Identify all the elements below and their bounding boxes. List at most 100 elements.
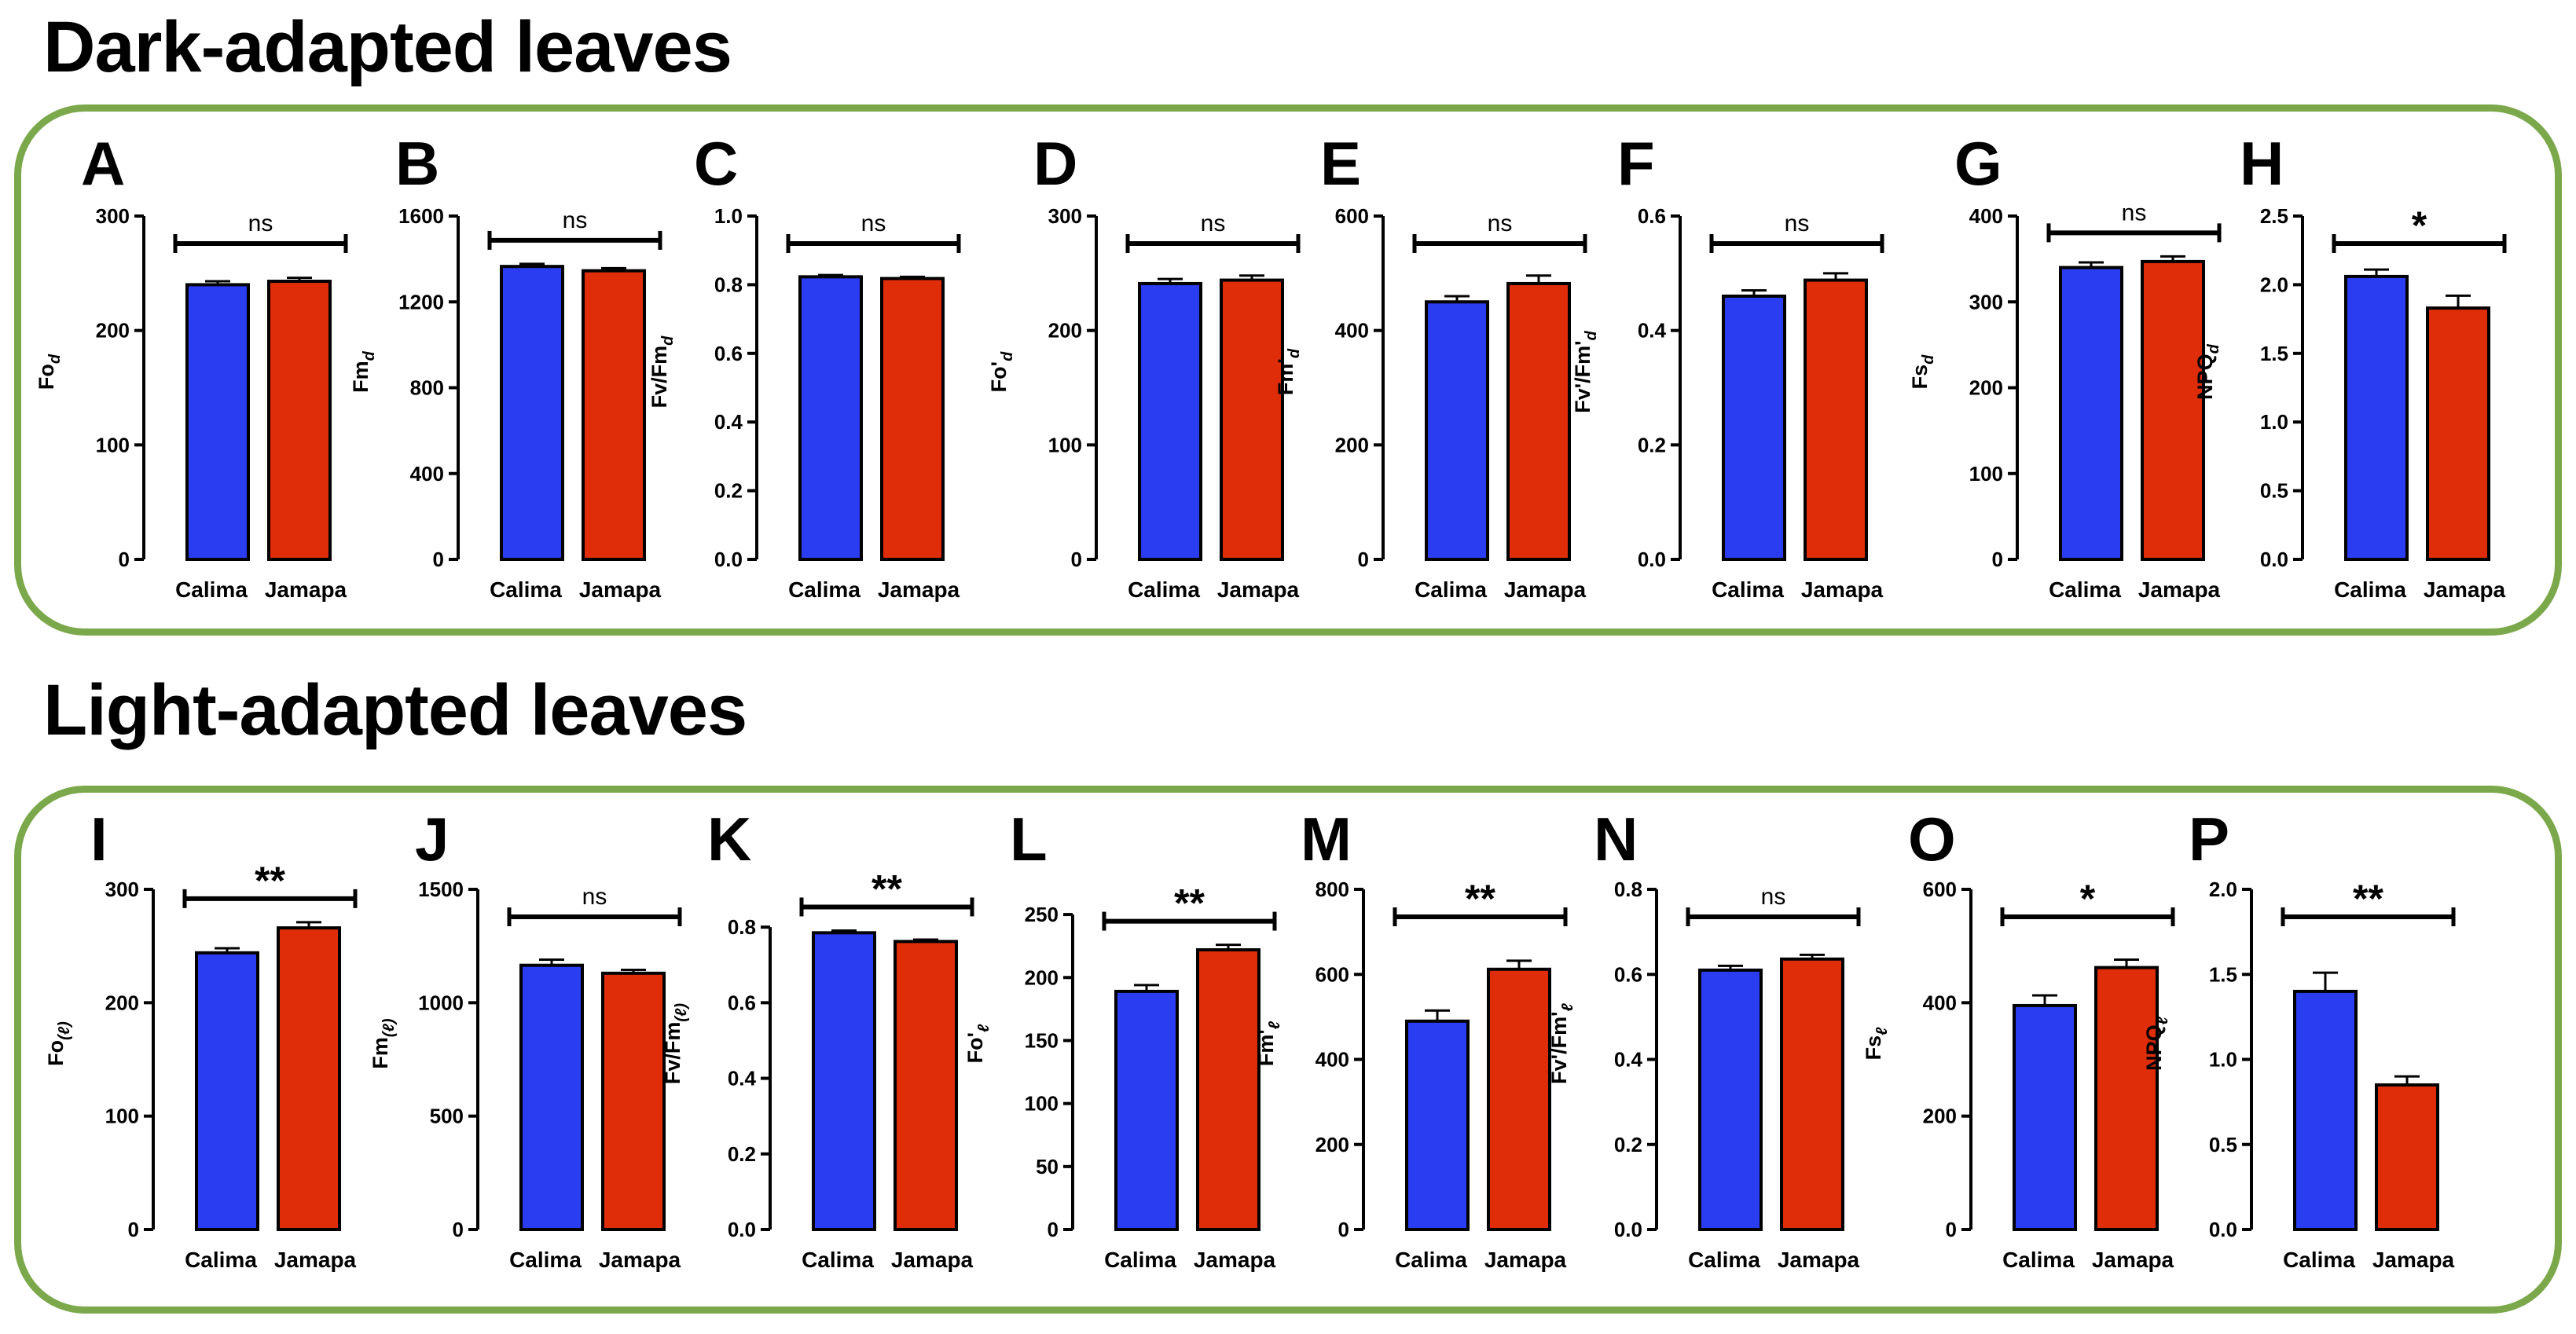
x-tick-label: Jamapa [265,577,347,602]
y-axis-label: Fsd [1908,354,1937,390]
section-title-dark: Dark-adapted leaves [43,7,732,87]
panel-letter: E [1320,129,1361,198]
x-tick-label: Jamapa [1217,577,1300,602]
y-tick-label: 1.5 [2260,342,2288,365]
section-title-light: Light-adapted leaves [43,670,747,750]
y-tick-label: 250 [1025,903,1059,926]
x-tick-label: Calima [1688,1248,1760,1272]
bar-calima [1114,989,1179,1232]
y-tick-label: 200 [1048,319,1082,343]
bar-jamapa [582,269,646,561]
y-tick-label: 1500 [418,878,464,901]
panel-letter: M [1301,804,1352,874]
bar-calima [1722,294,1786,561]
y-tick-label: 150 [1025,1028,1059,1052]
y-axis-label-main: NPQ [2193,354,2217,400]
x-tick-label: Jamapa [1801,577,1884,602]
x-tick-label: Jamapa [2092,1248,2174,1272]
y-tick-label: 200 [96,319,130,343]
y-axis-label: Fv/Fmd [648,335,677,409]
bar-calima [2344,274,2409,561]
y-axis-label: NPQℓ [2142,1016,2171,1071]
panel-m: M Fm'ℓ 0 200 400 600 800 Calima Jamapa ** [1254,804,1568,1272]
x-tick-label: Jamapa [1484,1248,1567,1272]
significance-label: ** [872,867,902,911]
y-tick-label: 0.0 [2209,1218,2237,1241]
y-tick-label: 1.5 [2209,962,2237,986]
panel-letter: C [694,129,738,198]
y-axis-label-subscript: d [999,351,1016,361]
x-tick-label: Calima [2002,1248,2075,1272]
y-tick-label: 1.0 [2260,410,2288,434]
y-axis-label-main: Fm [349,361,372,393]
x-tick-label: Jamapa [2372,1248,2455,1272]
x-tick-label: Jamapa [2138,577,2221,602]
significance-label: ** [1174,881,1205,925]
y-axis-label-subscript: ℓ [1266,1021,1283,1029]
y-axis-label-main: Fv'/Fm' [1571,340,1594,412]
y-tick-label: 0.8 [728,915,756,939]
y-tick-label: 0 [1992,548,2003,571]
y-tick-label: 0 [119,548,130,571]
y-axis-label-subscript: (ℓ) [673,1003,690,1022]
y-tick-label: 400 [1923,991,1957,1014]
significance-label: ns [1785,211,1810,236]
y-axis-label: Fo'ℓ [963,1024,993,1063]
y-tick-label: 0 [1358,548,1369,571]
significance-label: ** [255,859,285,903]
bar-jamapa [1780,957,1844,1231]
y-axis-label-subscript: (ℓ) [56,1021,73,1040]
significance-label: * [2412,203,2427,247]
y-tick-label: 0.4 [728,1067,757,1090]
panel-h: H NPQd 0.0 0.5 1.0 1.5 2.0 2.5 Calima Jamapa * [2193,129,2507,602]
x-tick-label: Jamapa [2424,577,2506,602]
y-tick-label: 500 [430,1105,464,1128]
bar-jamapa [1220,278,1284,561]
bar-calima [798,275,863,561]
y-tick-label: 0.2 [714,479,743,503]
bar-jamapa [894,940,958,1231]
y-axis-label-main: NPQ [2142,1024,2166,1071]
bar-jamapa [2375,1083,2439,1231]
y-axis-label-subscript: d [659,335,677,346]
panel-letter: G [1954,129,2002,198]
light-adapted-frame [14,786,2562,1314]
panel-e: E Fm'd 0 200 400 600 Calima Jamapa ns [1274,129,1587,602]
y-axis-label: Fsℓ [1862,1027,1891,1061]
y-axis-label-main: Fm' [1254,1029,1278,1066]
y-tick-label: 0.6 [714,342,743,365]
panel-letter: L [1010,804,1048,874]
bar-jamapa [2426,306,2490,561]
bar-jamapa [601,971,666,1231]
bar-jamapa [1506,281,1571,561]
y-axis-label-subscript: d [1920,354,1937,365]
y-tick-label: 1200 [398,290,444,313]
y-axis-label-subscript: ℓ [2154,1016,2171,1024]
panel-j: J Fm(ℓ) 0 500 1000 1500 Calima Jamapa ns [369,804,682,1272]
y-axis-label: Fm(ℓ) [369,1018,398,1068]
y-axis-label-main: Fs [1862,1035,1885,1061]
bar-calima [500,265,564,561]
bar-calima [2013,1003,2077,1231]
panel-letter: O [1908,804,1956,874]
panel-letter: F [1617,129,1655,198]
panel-p: P NPQℓ 0.0 0.5 1.0 1.5 2.0 Calima Jamapa ** [2142,804,2456,1272]
y-tick-label: 0.2 [1614,1133,1642,1156]
x-tick-label: Calima [802,1248,874,1272]
y-axis-label-subscript: ℓ [1559,1002,1576,1011]
y-axis-label: Fm'ℓ [1254,1021,1283,1066]
bar-jamapa [267,280,332,561]
bar-jamapa [1487,967,1551,1231]
x-tick-label: Jamapa [579,577,662,602]
y-axis-label: Fv'/Fm'ℓ [1547,1002,1576,1083]
y-tick-label: 0 [1338,1218,1349,1241]
y-tick-label: 300 [105,878,139,901]
significance-label: ns [1201,211,1226,236]
y-tick-label: 0.5 [2260,479,2288,503]
y-axis-label-main: Fo [35,364,58,390]
y-tick-label: 0 [453,1218,464,1241]
x-tick-label: Calima [509,1248,582,1272]
y-tick-label: 0.6 [1638,204,1666,228]
significance-label: ns [1488,211,1513,236]
y-axis-label-main: Fs [1908,365,1932,390]
